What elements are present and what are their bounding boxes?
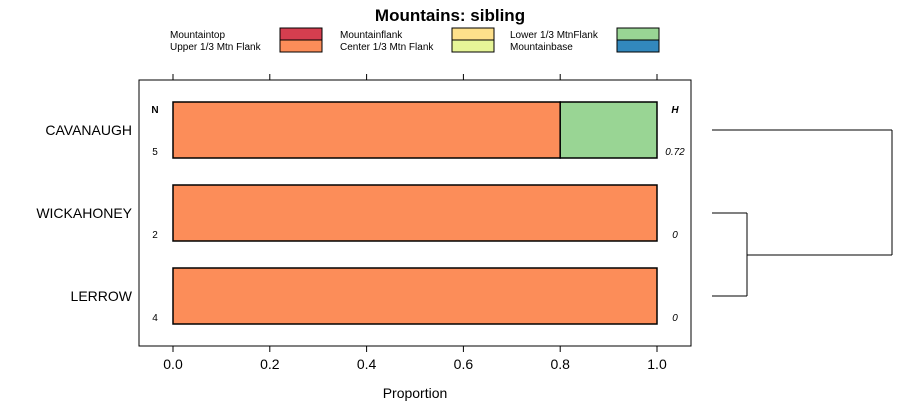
legend-label-mountainflank: Mountainflank [340, 30, 403, 41]
category-label-lerrow: LERROW [71, 288, 133, 304]
legend-swatch-mountainflank [451, 27, 495, 41]
n-value-cavanaugh: 5 [152, 147, 158, 158]
legend-label-mountaintop: Mountaintop [170, 30, 225, 41]
bar-segment-cavanaugh-lower-1-3-mtnflank [559, 101, 658, 159]
h-value-wickahoney: 0 [672, 230, 678, 241]
legend-label-lower-1-3-mtnflank: Lower 1/3 MtnFlank [510, 30, 599, 41]
x-tick-label: 0.4 [357, 356, 377, 372]
x-axis-title: Proportion [383, 385, 448, 401]
chart-title: Mountains: sibling [375, 6, 525, 25]
bar-segment-lerrow-upper-1-3-mtn-flank [172, 267, 658, 325]
n-value-lerrow: 4 [152, 313, 158, 324]
x-tick-label: 0.2 [260, 356, 280, 372]
h-value-cavanaugh: 0.72 [665, 147, 685, 158]
legend-swatch-upper-1-3-mtn-flank [279, 39, 323, 53]
legend-label-upper-1-3-mtn-flank: Upper 1/3 Mtn Flank [170, 42, 262, 53]
n-value-wickahoney: 2 [152, 230, 158, 241]
x-tick-label: 0.6 [454, 356, 474, 372]
plot-frame [138, 79, 692, 347]
category-label-wickahoney: WICKAHONEY [36, 205, 132, 221]
h-header: H [671, 105, 679, 116]
n-header: N [151, 105, 158, 116]
legend-swatch-mountainbase [616, 39, 660, 53]
legend-swatch-center-1-3-mtn-flank [451, 39, 495, 53]
dendrogram [712, 129, 893, 297]
bar-segment-wickahoney-upper-1-3-mtn-flank [172, 184, 658, 242]
x-tick-label: 0.0 [163, 356, 183, 372]
legend-label-center-1-3-mtn-flank: Center 1/3 Mtn Flank [340, 42, 434, 53]
x-axis: 0.0 0.2 0.4 0.6 0.8 1.0 [163, 74, 667, 372]
category-label-cavanaugh: CAVANAUGH [45, 122, 132, 138]
h-value-lerrow: 0 [672, 313, 678, 324]
x-tick-label: 1.0 [647, 356, 667, 372]
legend-label-mountainbase: Mountainbase [510, 42, 573, 53]
bar-segment-cavanaugh-upper-1-3-mtn-flank [172, 101, 561, 159]
legend-swatch-lower-1-3-mtnflank [616, 27, 660, 41]
x-tick-label: 0.8 [550, 356, 570, 372]
legend-swatch-mountaintop [279, 27, 323, 41]
bars: CAVANAUGH 5 0.72 WICKAHONEY 2 0 LERROW 4 0 [36, 101, 685, 325]
